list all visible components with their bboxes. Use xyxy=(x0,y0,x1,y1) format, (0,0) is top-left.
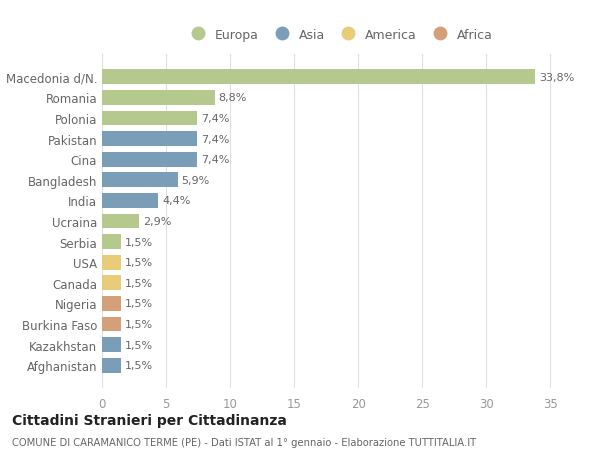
Bar xyxy=(102,358,121,373)
Text: 4,4%: 4,4% xyxy=(162,196,191,206)
Bar xyxy=(102,70,535,85)
Bar xyxy=(102,317,121,331)
Text: 1,5%: 1,5% xyxy=(125,340,153,350)
Text: 1,5%: 1,5% xyxy=(125,299,153,308)
Bar xyxy=(102,276,121,291)
Bar xyxy=(102,214,139,229)
Text: Cittadini Stranieri per Cittadinanza: Cittadini Stranieri per Cittadinanza xyxy=(12,414,287,428)
Bar xyxy=(102,152,197,167)
Text: 1,5%: 1,5% xyxy=(125,257,153,268)
Text: 1,5%: 1,5% xyxy=(125,278,153,288)
Text: 5,9%: 5,9% xyxy=(181,175,209,185)
Text: 7,4%: 7,4% xyxy=(200,155,229,165)
Legend: Europa, Asia, America, Africa: Europa, Asia, America, Africa xyxy=(181,25,497,45)
Text: 33,8%: 33,8% xyxy=(539,73,574,83)
Text: 7,4%: 7,4% xyxy=(200,114,229,123)
Text: 1,5%: 1,5% xyxy=(125,319,153,329)
Bar xyxy=(102,194,158,208)
Text: 2,9%: 2,9% xyxy=(143,217,172,226)
Text: 8,8%: 8,8% xyxy=(218,93,247,103)
Bar xyxy=(102,132,197,147)
Text: 7,4%: 7,4% xyxy=(200,134,229,144)
Bar xyxy=(102,255,121,270)
Text: 1,5%: 1,5% xyxy=(125,360,153,370)
Text: COMUNE DI CARAMANICO TERME (PE) - Dati ISTAT al 1° gennaio - Elaborazione TUTTIT: COMUNE DI CARAMANICO TERME (PE) - Dati I… xyxy=(12,437,476,447)
Bar xyxy=(102,173,178,188)
Bar xyxy=(102,337,121,352)
Text: 1,5%: 1,5% xyxy=(125,237,153,247)
Bar xyxy=(102,91,215,106)
Bar xyxy=(102,296,121,311)
Bar xyxy=(102,112,197,126)
Bar xyxy=(102,235,121,249)
